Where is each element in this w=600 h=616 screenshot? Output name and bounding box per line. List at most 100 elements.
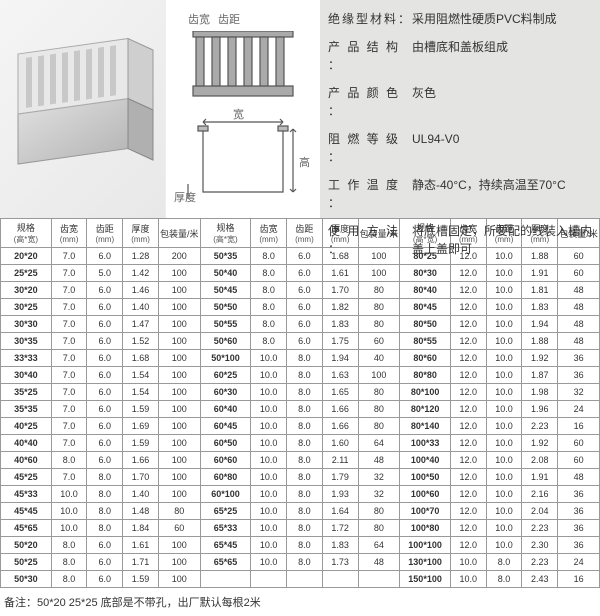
table-cell: 12.0 xyxy=(450,265,486,282)
table-cell: 1.52 xyxy=(123,333,159,350)
table-cell: 10.0 xyxy=(51,486,87,503)
table-row: 40*257.06.01.6910060*4510.08.01.668080*1… xyxy=(1,418,600,435)
table-cell: 1.61 xyxy=(322,265,358,282)
table-cell: 1.92 xyxy=(522,350,558,367)
table-cell: 60*100 xyxy=(200,486,251,503)
table-cell: 24 xyxy=(558,401,600,418)
table-cell: 48 xyxy=(358,554,400,571)
table-cell: 1.83 xyxy=(322,537,358,554)
table-cell: 10.0 xyxy=(486,418,522,435)
table-row: 20*207.06.01.2820050*358.06.01.6810080*2… xyxy=(1,248,600,265)
property-row: 产 品 颜 色 ：灰色 xyxy=(328,84,592,120)
table-cell: 8.0 xyxy=(287,401,323,418)
property-key: 绝缘型材料： xyxy=(328,10,412,28)
table-row: 40*608.06.01.6610060*6010.08.02.1148100*… xyxy=(1,452,600,469)
table-row: 50*208.06.01.6110065*4510.08.01.8364100*… xyxy=(1,537,600,554)
table-cell: 30*35 xyxy=(1,333,52,350)
table-cell: 1.98 xyxy=(522,384,558,401)
table-cell: 50*60 xyxy=(200,333,251,350)
col-header: 齿宽(mm) xyxy=(51,219,87,248)
table-cell: 8.0 xyxy=(251,248,287,265)
table-cell: 1.64 xyxy=(322,503,358,520)
table-cell: 7.0 xyxy=(51,248,87,265)
table-cell: 100*100 xyxy=(400,537,451,554)
table-cell: 45*65 xyxy=(1,520,52,537)
table-cell: 1.70 xyxy=(123,469,159,486)
table-cell: 8.0 xyxy=(287,520,323,537)
table-cell: 6.0 xyxy=(87,452,123,469)
table-cell: 6.0 xyxy=(87,316,123,333)
table-cell: 1.91 xyxy=(522,265,558,282)
table-cell: 25*25 xyxy=(1,265,52,282)
table-cell: 1.70 xyxy=(322,282,358,299)
table-cell: 100 xyxy=(158,418,200,435)
spec-table: 规格(高*宽)齿宽(mm)齿距(mm)厚度(mm)包装量/米规格(高*宽)齿宽(… xyxy=(0,218,600,588)
property-row: 阻 燃 等 级 ：UL94-V0 xyxy=(328,130,592,166)
table-cell: 100 xyxy=(158,452,200,469)
table-cell: 33*33 xyxy=(1,350,52,367)
table-cell: 60 xyxy=(358,333,400,350)
table-cell: 80*50 xyxy=(400,316,451,333)
table-cell: 8.0 xyxy=(287,350,323,367)
table-cell xyxy=(358,571,400,588)
property-value: UL94-V0 xyxy=(412,130,592,166)
table-cell: 6.0 xyxy=(87,350,123,367)
spec-table-wrap: 规格(高*宽)齿宽(mm)齿距(mm)厚度(mm)包装量/米规格(高*宽)齿宽(… xyxy=(0,218,600,588)
table-cell: 1.93 xyxy=(322,486,358,503)
table-cell: 7.0 xyxy=(51,367,87,384)
table-cell xyxy=(251,571,287,588)
table-cell: 8.0 xyxy=(251,299,287,316)
table-cell: 80*45 xyxy=(400,299,451,316)
table-cell: 10.0 xyxy=(251,401,287,418)
table-cell: 7.0 xyxy=(51,333,87,350)
table-cell xyxy=(322,571,358,588)
table-cell: 10.0 xyxy=(486,282,522,299)
table-cell: 1.88 xyxy=(522,333,558,350)
table-cell: 12.0 xyxy=(450,282,486,299)
table-cell: 10.0 xyxy=(450,571,486,588)
table-row: 30*207.06.01.4610050*458.06.01.708080*40… xyxy=(1,282,600,299)
table-row: 25*257.05.01.4210050*408.06.01.6110080*3… xyxy=(1,265,600,282)
table-cell: 1.87 xyxy=(522,367,558,384)
table-cell: 80*30 xyxy=(400,265,451,282)
table-cell: 10.0 xyxy=(251,537,287,554)
table-cell: 2.11 xyxy=(322,452,358,469)
table-cell: 10.0 xyxy=(486,469,522,486)
table-cell: 80*55 xyxy=(400,333,451,350)
table-cell: 1.72 xyxy=(322,520,358,537)
table-cell: 10.0 xyxy=(450,554,486,571)
table-cell: 2.23 xyxy=(522,554,558,571)
table-cell: 8.0 xyxy=(51,554,87,571)
table-cell: 80*140 xyxy=(400,418,451,435)
table-cell: 40*25 xyxy=(1,418,52,435)
table-cell: 60*30 xyxy=(200,384,251,401)
table-cell: 10.0 xyxy=(486,486,522,503)
table-row: 35*257.06.01.5410060*3010.08.01.658080*1… xyxy=(1,384,600,401)
table-cell: 100 xyxy=(158,299,200,316)
table-row: 50*308.06.01.59100 150*10010.08.02.4316 xyxy=(1,571,600,588)
table-cell: 1.46 xyxy=(123,282,159,299)
table-cell: 60*80 xyxy=(200,469,251,486)
table-cell: 6.0 xyxy=(87,333,123,350)
table-cell: 7.0 xyxy=(51,401,87,418)
table-cell: 1.48 xyxy=(123,503,159,520)
table-cell: 7.0 xyxy=(51,350,87,367)
table-cell: 45*25 xyxy=(1,469,52,486)
table-cell: 1.83 xyxy=(322,316,358,333)
label-tooth-pitch: 齿距 xyxy=(218,11,240,27)
col-header: 齿距(mm) xyxy=(287,219,323,248)
table-cell: 80*40 xyxy=(400,282,451,299)
table-cell: 1.28 xyxy=(123,248,159,265)
table-cell: 12.0 xyxy=(450,333,486,350)
table-row: 30*407.06.01.5410060*2510.08.01.6310080*… xyxy=(1,367,600,384)
table-cell: 50*25 xyxy=(1,554,52,571)
table-cell: 6.0 xyxy=(87,418,123,435)
table-cell: 50*35 xyxy=(200,248,251,265)
table-cell: 6.0 xyxy=(87,384,123,401)
table-cell: 65*65 xyxy=(200,554,251,571)
table-cell: 6.0 xyxy=(287,316,323,333)
table-cell: 8.0 xyxy=(251,316,287,333)
table-cell: 150*100 xyxy=(400,571,451,588)
table-cell: 50*45 xyxy=(200,282,251,299)
table-cell: 2.43 xyxy=(522,571,558,588)
